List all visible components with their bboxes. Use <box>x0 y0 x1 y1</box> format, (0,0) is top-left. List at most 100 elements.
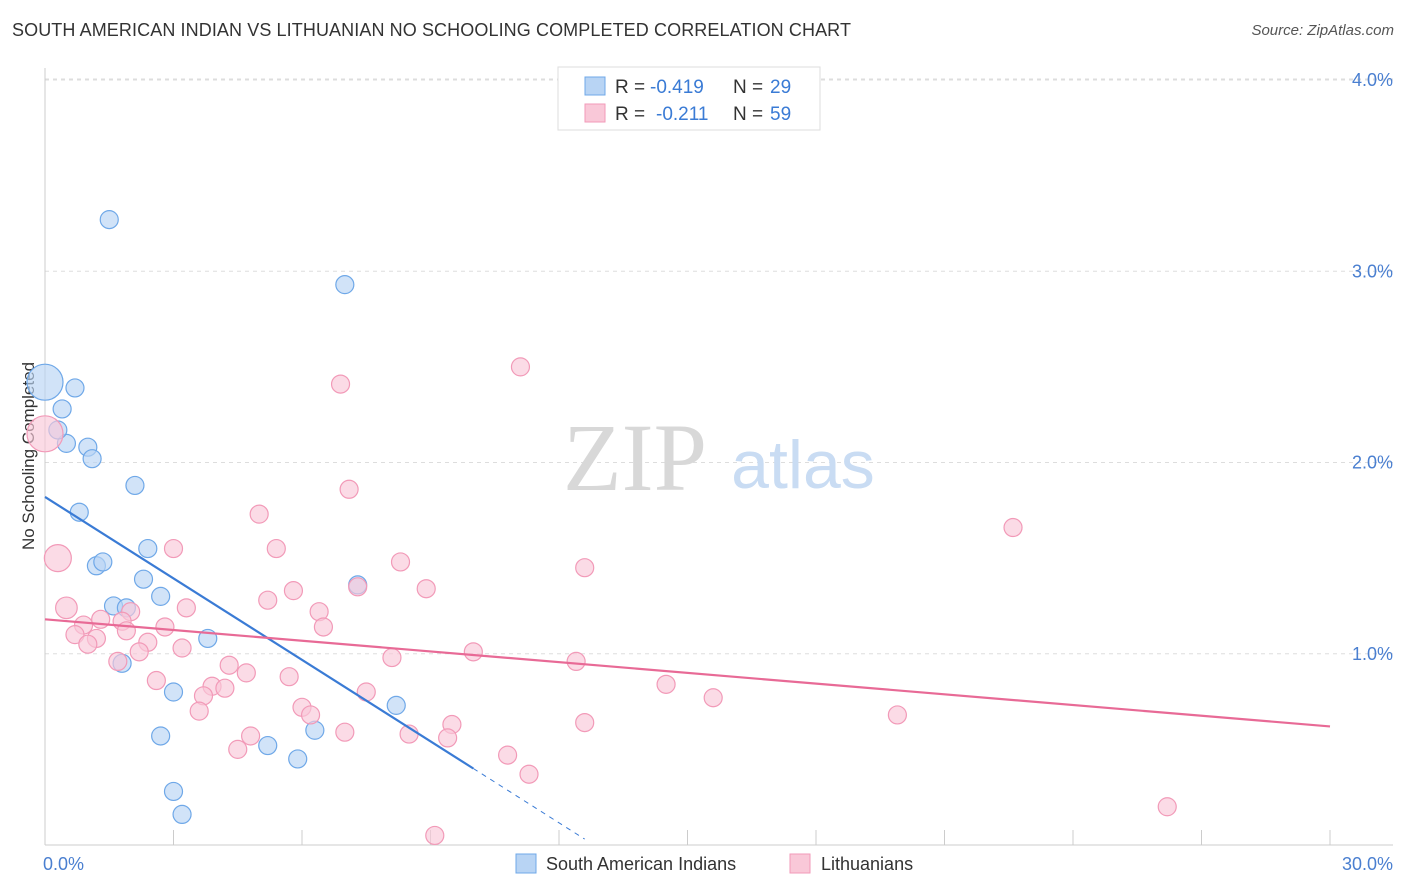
y-tick-label: 2.0% <box>1352 453 1393 473</box>
point-lithuanians <box>566 651 586 672</box>
point-lithuanians <box>575 558 595 578</box>
point-lithuanians <box>146 670 166 691</box>
legend-swatch-south-american-indians <box>515 853 537 874</box>
point-lithuanians <box>656 674 676 694</box>
point-south-american-indians <box>172 804 192 825</box>
point-lithuanians <box>91 609 111 629</box>
trend-line-lithuanians <box>44 618 1331 728</box>
stats-r-label-pink: R = <box>615 104 645 125</box>
point-lithuanians <box>498 745 518 765</box>
point-lithuanians <box>390 552 411 572</box>
y-tick-labels: 1.0% 2.0% 3.0% 4.0% <box>1352 70 1393 664</box>
point-lithuanians <box>356 682 376 702</box>
point-lithuanians <box>335 722 355 742</box>
point-lithuanians <box>172 638 192 658</box>
stats-n-label-blue: N = <box>733 77 763 98</box>
point-lithuanians <box>236 663 256 683</box>
point-lithuanians <box>78 634 98 654</box>
source-label: Source: ZipAtlas.com <box>1251 22 1394 39</box>
trend-line-extension <box>473 768 585 840</box>
stats-n-value-blue: 29 <box>770 77 791 98</box>
point-south-american-indians <box>335 275 355 295</box>
grid-lines <box>45 78 1393 655</box>
point-south-american-indians <box>93 552 113 572</box>
point-lithuanians <box>266 538 286 559</box>
trend-lines <box>44 495 1331 840</box>
watermark-atlas: atlas <box>731 427 875 503</box>
point-lithuanians <box>1003 517 1023 538</box>
point-lithuanians <box>279 667 299 687</box>
y-tick-label: 1.0% <box>1352 644 1393 664</box>
point-south-american-indians <box>99 210 119 230</box>
point-south-american-indians <box>52 399 72 419</box>
point-lithuanians <box>519 764 539 784</box>
point-south-american-indians <box>386 695 406 715</box>
watermark-zip: ZIP <box>563 404 707 511</box>
point-lithuanians <box>510 357 531 377</box>
stats-legend-swatch-pink <box>584 103 606 123</box>
y-tick-label: 4.0% <box>1352 70 1393 90</box>
point-south-american-indians <box>82 449 102 469</box>
stats-n-value-pink: 59 <box>770 104 791 125</box>
x-tick-label: 0.0% <box>43 854 84 874</box>
point-south-american-indians <box>26 363 64 401</box>
y-axis-label: No Schooling Completed <box>19 362 38 550</box>
point-lithuanians <box>416 579 436 599</box>
point-lithuanians <box>26 415 64 453</box>
x-tick-label: 30.0% <box>1342 854 1393 874</box>
point-lithuanians <box>189 701 209 721</box>
point-lithuanians <box>219 655 239 675</box>
point-lithuanians <box>313 617 334 637</box>
point-lithuanians <box>283 581 304 601</box>
point-lithuanians <box>300 705 321 725</box>
point-lithuanians <box>176 598 196 618</box>
point-south-american-indians <box>133 569 154 589</box>
point-south-american-indians <box>138 538 158 559</box>
point-lithuanians <box>1157 797 1177 817</box>
point-lithuanians <box>887 705 907 725</box>
point-lithuanians <box>163 538 184 559</box>
stats-r-value-pink: -0.211 <box>656 104 708 125</box>
point-south-american-indians <box>163 781 184 802</box>
point-lithuanians <box>215 678 235 698</box>
point-lithuanians <box>463 642 483 662</box>
point-lithuanians <box>382 647 402 668</box>
legend-label-south-american-indians: South American Indians <box>546 854 736 874</box>
point-lithuanians <box>249 504 269 524</box>
point-south-american-indians <box>258 735 278 756</box>
point-lithuanians <box>129 642 149 662</box>
y-tick-label: 3.0% <box>1352 261 1393 281</box>
point-south-american-indians <box>151 726 171 746</box>
stats-n-label-pink: N = <box>733 104 763 125</box>
point-lithuanians <box>258 590 278 610</box>
stats-r-label-blue: R = <box>615 77 645 98</box>
point-south-american-indians <box>151 586 171 606</box>
point-lithuanians <box>55 596 78 620</box>
point-south-american-indians <box>163 682 184 702</box>
point-lithuanians <box>108 651 128 672</box>
bottom-legend: South American Indians Lithuanians <box>515 853 913 874</box>
point-lithuanians <box>703 688 723 708</box>
chart-title: SOUTH AMERICAN INDIAN VS LITHUANIAN NO S… <box>12 20 852 40</box>
point-lithuanians <box>339 479 359 499</box>
legend-swatch-lithuanians <box>789 853 811 874</box>
point-lithuanians <box>575 712 595 733</box>
watermark: ZIP atlas <box>563 404 875 511</box>
stats-legend-swatch-blue <box>584 76 606 96</box>
point-lithuanians <box>330 374 351 394</box>
point-lithuanians <box>65 625 85 645</box>
series-lithuanians <box>26 357 1177 846</box>
stats-legend: R = -0.419 N = 29 R = -0.211 N = 59 <box>557 66 821 131</box>
trend-line-south-american-indians <box>44 495 474 770</box>
point-lithuanians <box>425 825 445 846</box>
point-south-american-indians <box>65 378 85 398</box>
point-south-american-indians <box>288 749 308 769</box>
stats-r-value-blue: -0.419 <box>650 77 704 98</box>
point-lithuanians <box>155 617 175 637</box>
point-lithuanians <box>438 728 458 748</box>
x-tick-labels: 0.0% 30.0% <box>43 854 1393 874</box>
point-lithuanians <box>43 544 72 573</box>
point-south-american-indians <box>125 475 145 496</box>
legend-label-lithuanians: Lithuanians <box>821 854 913 874</box>
